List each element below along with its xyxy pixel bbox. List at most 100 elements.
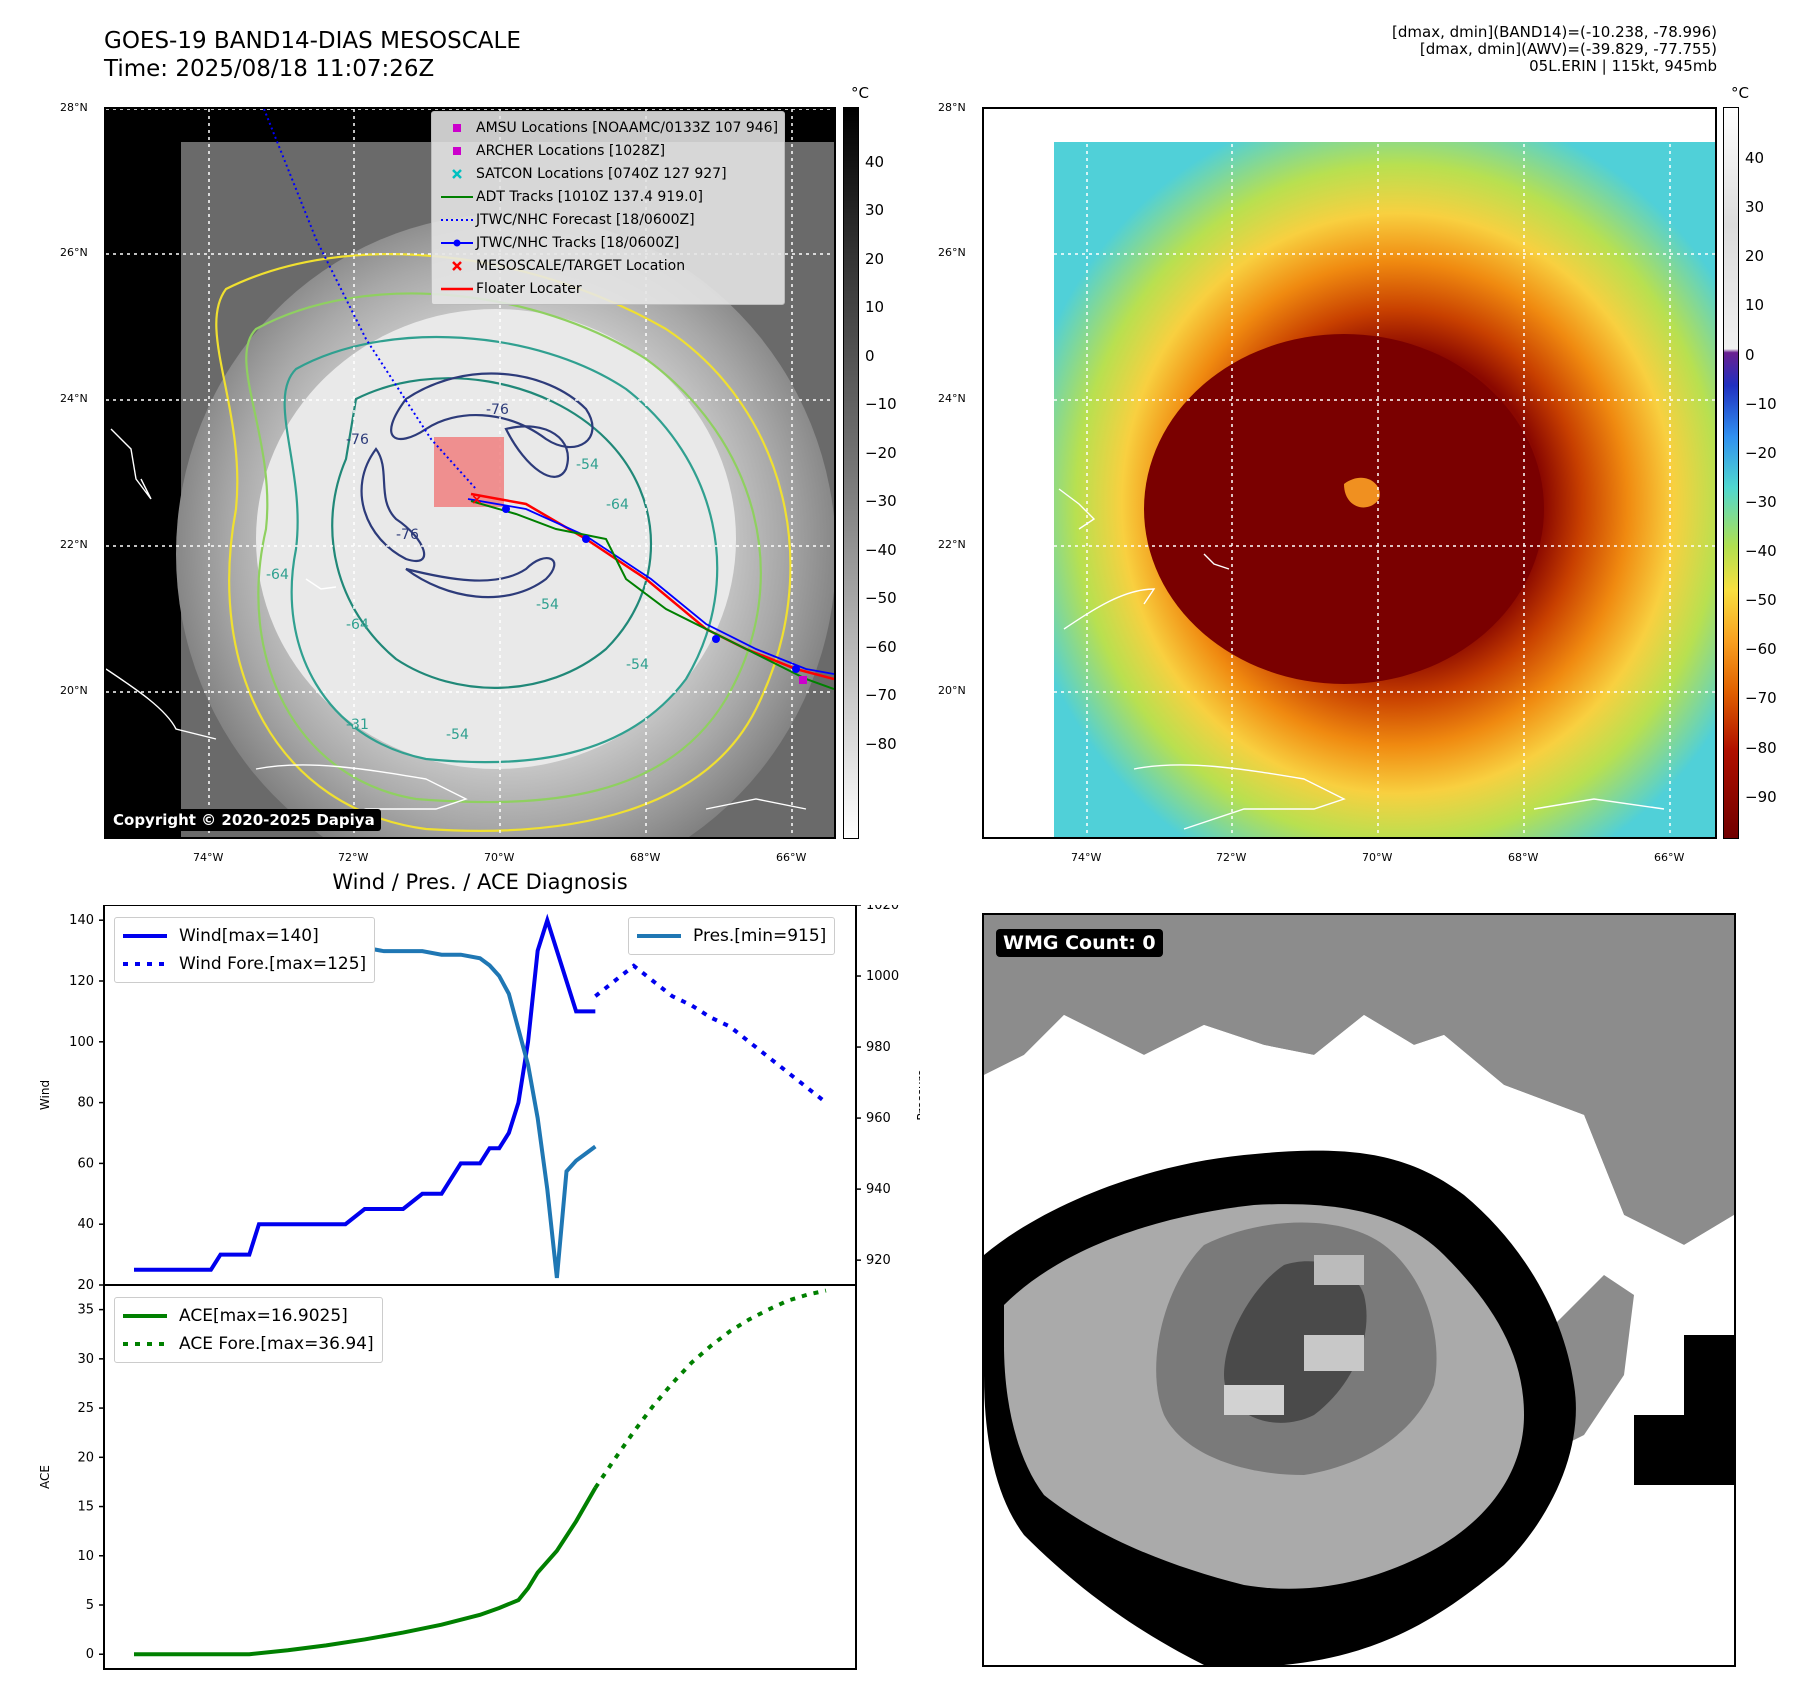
green-line-icon	[438, 192, 476, 202]
lon-label-72w: 72°W	[338, 851, 369, 864]
band14-dmax-dmin: [dmax, dmin](BAND14)=(-10.238, -78.996)	[1392, 23, 1717, 41]
colorbar-tick: −30	[1745, 492, 1777, 511]
colorbar-tick: −70	[865, 686, 897, 705]
legend-swatch	[123, 962, 167, 966]
awv-lon-label-72w: 72°W	[1216, 851, 1247, 864]
y-tick-label: 140	[69, 913, 94, 928]
contour-label: -76	[396, 527, 419, 543]
colorbar-tick: 30	[1745, 198, 1765, 217]
y-tick-label: 40	[77, 1217, 94, 1232]
y-right-tick-label: 960	[866, 1111, 891, 1126]
ace-chart: 0 5 10 15 20 25 30 35 ACE	[40, 1285, 857, 1670]
awv-lon-label-70w: 70°W	[1362, 851, 1393, 864]
chart-legend: Wind[max=140] Wind Fore.[max=125]	[114, 917, 376, 983]
awv-lat-label-28n: 28°N	[938, 101, 966, 114]
y-tick-label: 20	[77, 1278, 94, 1293]
awv-lon-label-66w: 66°W	[1654, 851, 1685, 864]
legend-swatch	[123, 1314, 167, 1318]
title-line-time: Time: 2025/08/18 11:07:26Z	[104, 56, 435, 82]
colorbar-tick: −70	[1745, 689, 1777, 708]
magenta-square-icon	[438, 122, 476, 134]
y-axis-label: Wind	[40, 1080, 52, 1110]
lon-label-66w: 66°W	[776, 851, 807, 864]
contour-label: -31	[346, 717, 369, 733]
ir-legend-item: SATCON Locations [0740Z 127 927]	[438, 162, 778, 185]
y-tick-label: 25	[77, 1401, 94, 1416]
legend-label: ACE[max=16.9025]	[179, 1306, 348, 1326]
legend-swatch	[637, 934, 681, 938]
awv-lat-label-24n: 24°N	[938, 392, 966, 405]
y-tick-label: 30	[77, 1352, 94, 1367]
colorbar-tick: 40	[865, 153, 885, 171]
colorbar-tick: −10	[1745, 394, 1777, 413]
y-right-tick-label: 1020	[866, 905, 899, 913]
legend-swatch	[123, 1342, 167, 1346]
plot-frame	[103, 1285, 857, 1670]
red-line-icon	[438, 284, 476, 294]
legend-label: Pres.[min=915]	[693, 926, 827, 946]
colorbar-tick: −60	[1745, 640, 1777, 659]
ir-legend-label: SATCON Locations [0740Z 127 927]	[476, 165, 727, 182]
wmg-count-label: WMG Count: 0	[996, 929, 1163, 957]
copyright-label: Copyright © 2020-2025 Dapiya	[107, 809, 381, 831]
contour-label: -76	[346, 432, 369, 448]
lat-label-24n: 24°N	[60, 392, 88, 405]
lat-label-26n: 26°N	[60, 246, 88, 259]
awv-lat-label-26n: 26°N	[938, 246, 966, 259]
colorbar-tick: −50	[1745, 591, 1777, 610]
y-tick-label: 35	[77, 1303, 94, 1318]
legend-item: Wind[max=140]	[123, 922, 366, 950]
lat-label-20n: 20°N	[60, 684, 88, 697]
magenta-square-icon	[438, 145, 476, 157]
colorbar-tick: −40	[865, 540, 897, 559]
colorbar-tick: −20	[1745, 443, 1777, 462]
colorbar-tick: 20	[865, 249, 885, 268]
y-tick-label: 10	[77, 1549, 94, 1564]
legend-label: ACE Fore.[max=36.94]	[179, 1334, 374, 1354]
contour-label: -54	[446, 727, 469, 743]
blue-line-dot-icon	[438, 238, 476, 248]
chart-legend: ACE[max=16.9025] ACE Fore.[max=36.94]	[114, 1297, 383, 1363]
ir-legend-label: MESOSCALE/TARGET Location	[476, 257, 686, 274]
y-tick-label: 15	[77, 1500, 94, 1515]
colorbar-tick: 40	[1745, 149, 1765, 167]
ir-map-panel: × -76 -76 -76 -64 -54 -54 -64 -64 -54 -31 -54 AMSU…	[104, 107, 836, 839]
contour-label: -54	[576, 457, 599, 473]
ir-legend-item: JTWC/NHC Tracks [18/0600Z]	[438, 231, 778, 254]
series-line	[134, 913, 596, 1272]
lon-label-68w: 68°W	[630, 851, 661, 864]
ir-legend-item: ARCHER Locations [1028Z]	[438, 139, 778, 162]
ir-colorbar-unit: °C	[851, 84, 869, 102]
awv-lon-label-68w: 68°W	[1508, 851, 1539, 864]
contour-label: -54	[536, 597, 559, 613]
ir-legend-item: ADT Tracks [1010Z 137.4 919.0]	[438, 185, 778, 208]
ir-legend-label: AMSU Locations [NOAAMC/0133Z 107 946]	[476, 119, 779, 136]
colorbar-tick: −60	[865, 637, 897, 656]
y-right-tick-label: 920	[866, 1253, 891, 1268]
lat-label-28n: 28°N	[60, 101, 88, 114]
ir-legend-item: JTWC/NHC Forecast [18/0600Z]	[438, 208, 778, 231]
legend-label: Wind Fore.[max=125]	[179, 954, 367, 974]
colorbar-tick: 10	[1745, 296, 1765, 315]
blue-dotted-line-icon	[438, 215, 476, 225]
chart-legend: Pres.[min=915]	[628, 917, 836, 955]
ir-legend-item: MESOSCALE/TARGET Location	[438, 254, 778, 277]
svg-text:×: ×	[471, 492, 483, 508]
colorbar-tick: −20	[865, 443, 897, 462]
legend-item: Pres.[min=915]	[637, 922, 826, 950]
contour-label: -64	[346, 617, 369, 633]
awv-lon-label-74w: 74°W	[1071, 851, 1102, 864]
ir-legend-label: ADT Tracks [1010Z 137.4 919.0]	[476, 188, 703, 205]
y-axis-label: ACE	[40, 1465, 52, 1489]
y-tick-label: 20	[77, 1450, 94, 1465]
series-line	[593, 1288, 827, 1489]
y-tick-label: 0	[86, 1647, 94, 1662]
ir-legend-label: Floater Locater	[476, 280, 582, 297]
cyan-x-icon	[438, 167, 476, 181]
colorbar-tick: 30	[865, 201, 885, 220]
colorbar-tick: 20	[1745, 247, 1765, 266]
colorbar-tick: −50	[865, 589, 897, 608]
awv-map-image	[984, 109, 1715, 837]
title-line-product: GOES-19 BAND14-DIAS MESOSCALE	[104, 28, 521, 54]
y-right-tick-label: 1000	[866, 969, 899, 984]
